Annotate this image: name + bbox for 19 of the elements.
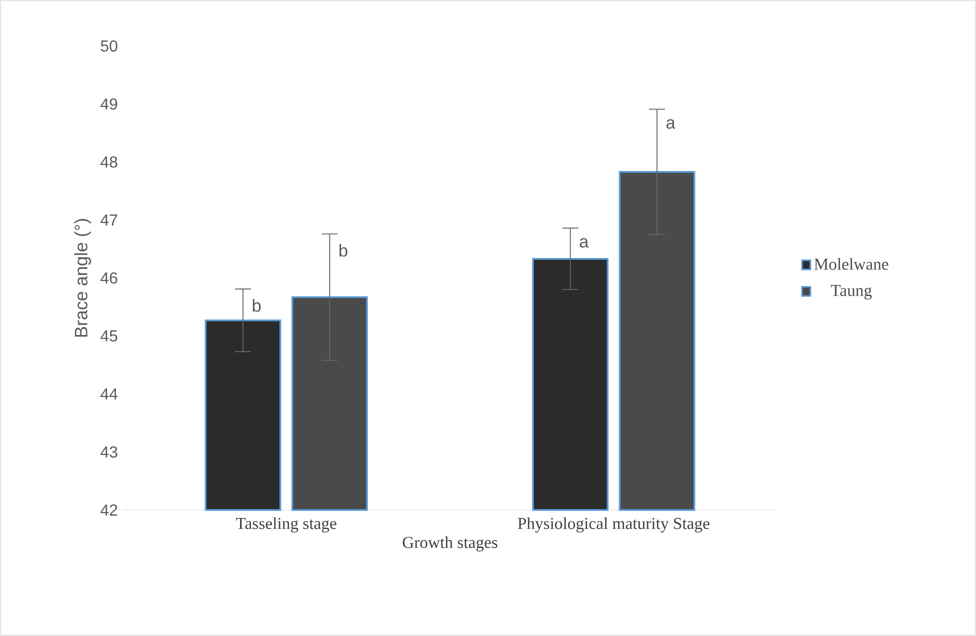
y-tick-label: 46 [100,272,118,284]
x-tick-label: Tasseling stage [236,517,336,533]
y-axis-title: Brace angle (°) [74,219,92,337]
annotation: a [580,238,589,248]
y-tick-label: 50 [100,40,118,52]
legend-label: Molelwane [814,258,888,270]
y-tick-label: 44 [100,388,118,400]
legend-label: Taung [830,284,872,300]
y-tick-label: 43 [100,446,118,458]
y-tick-label: 42 [100,504,118,516]
x-axis-title: Growth stages [402,536,498,552]
y-tick-label: 45 [100,330,118,342]
y-tick-label: 49 [100,98,118,110]
annotation: b [339,244,348,257]
x-tick-label: Physiological maturity Stage [518,517,710,533]
y-tick-label: 48 [100,156,118,168]
y-tick-label: 47 [100,214,118,226]
annotation: a [666,119,676,129]
annotation: b [252,299,261,312]
